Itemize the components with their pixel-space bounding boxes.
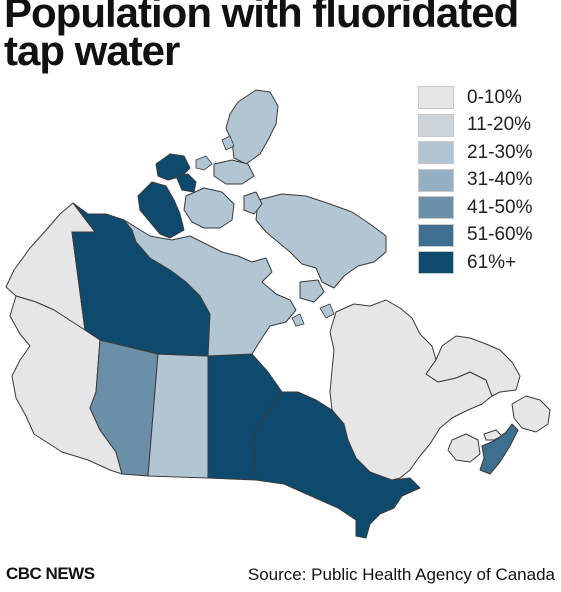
region-nunavut [123, 219, 297, 357]
region-nunavut-somerset [243, 191, 263, 215]
region-nunavut-southampton [299, 279, 325, 303]
legend-item: 11-20% [418, 112, 558, 140]
region-nunavut-victoria [183, 187, 235, 229]
region-northwest-territories-islands-2 [155, 153, 191, 181]
legend-label: 31-40% [467, 169, 533, 191]
region-labrador [425, 335, 521, 397]
legend-swatch [418, 251, 454, 275]
region-nova-scotia [479, 423, 519, 475]
legend-label: 61%+ [467, 251, 517, 273]
page-title: Population with fluoridated tap water [4, 0, 519, 74]
legend-swatch [418, 113, 454, 137]
legend-label: 51-60% [467, 224, 533, 246]
region-newfoundland [511, 395, 551, 433]
legend-swatch [418, 141, 454, 165]
region-nunavut-islet-2 [221, 135, 235, 151]
legend-label: 21-30% [467, 141, 533, 163]
legend-item: 31-40% [418, 167, 558, 195]
region-nunavut-islet-3 [319, 303, 335, 319]
legend-item: 61%+ [418, 249, 558, 277]
region-northwest-territories-islands [137, 181, 185, 239]
brand-logo: CBC NEWS [6, 564, 95, 583]
region-northwest-territories-islands-3 [175, 173, 197, 193]
legend-label: 11-20% [467, 114, 532, 136]
legend-label: 0-10% [467, 86, 522, 108]
region-nunavut-ellesmere [225, 89, 279, 165]
legend-item: 51-60% [418, 222, 558, 250]
region-quebec [329, 299, 493, 481]
legend: 0-10% 11-20% 21-30% 31-40% 41-50% 51-60%… [418, 84, 558, 277]
region-nunavut-islet-4 [291, 313, 305, 327]
region-nunavut-islet-1 [195, 155, 213, 171]
legend-item: 0-10% [418, 84, 558, 112]
region-nunavut-baffin [255, 193, 387, 289]
legend-swatch [418, 86, 454, 110]
legend-item: 21-30% [418, 139, 558, 167]
source-credit: Source: Public Health Agency of Canada [247, 565, 555, 584]
region-new-brunswick [447, 433, 481, 463]
legend-label: 41-50% [467, 196, 533, 218]
legend-swatch [418, 223, 454, 247]
region-saskatchewan [147, 353, 209, 479]
legend-swatch [418, 196, 454, 220]
legend-item: 41-50% [418, 194, 558, 222]
region-nunavut-devon [213, 159, 255, 185]
legend-swatch [418, 168, 454, 192]
